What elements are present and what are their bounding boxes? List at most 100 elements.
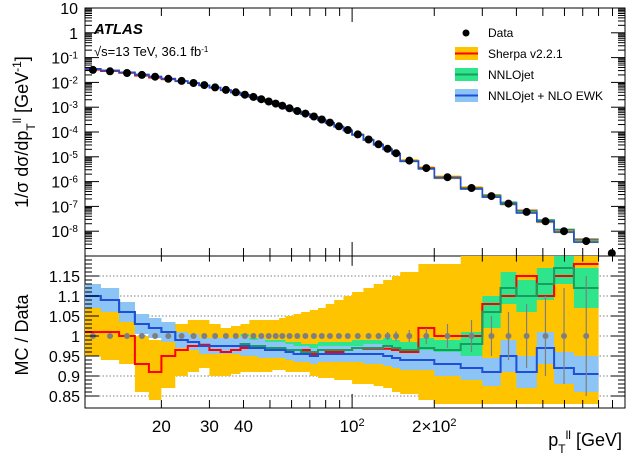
ratio-data-point-15 xyxy=(265,333,272,339)
ratio-data-point-7 xyxy=(190,333,197,339)
ratio-data-point-37 xyxy=(523,333,530,339)
main-data-point-37 xyxy=(522,207,531,216)
ratio-ytick-label-0: 1.15 xyxy=(49,269,80,286)
legend-item-sherpa: Sherpa v2.2.1 xyxy=(455,47,563,61)
main-data-point-31 xyxy=(405,156,414,165)
legend: Data Sherpa v2.2.1 NNLOjet NNLOjet + NLO… xyxy=(455,26,603,103)
ratio-data-point-8 xyxy=(201,333,208,339)
ratio-data-point-34 xyxy=(468,333,475,339)
ratio-data-point-29 xyxy=(384,333,391,339)
ratio-ytick-label-4: 0.95 xyxy=(49,349,80,366)
ratio-data-point-33 xyxy=(444,333,451,339)
ratio-data-point-3 xyxy=(138,333,145,339)
ratio-xtick-label-1: 30 xyxy=(200,417,219,436)
ratio-data-point-14 xyxy=(258,333,265,339)
legend-item-nnlojet: NNLOjet xyxy=(455,68,535,82)
ratio-xtick-label-2: 40 xyxy=(234,417,253,436)
legend-item-data: Data xyxy=(462,26,514,40)
main-data-point-40 xyxy=(582,237,591,246)
main-data-point-19 xyxy=(293,107,302,115)
ratio-data-point-11 xyxy=(232,333,239,339)
main-ytick-label-7: 10-6 xyxy=(51,174,78,192)
main-data-point-34 xyxy=(467,184,476,192)
main-data-point-1 xyxy=(106,67,114,76)
ratio-data-point-21 xyxy=(310,333,317,339)
ratio-data-point-30 xyxy=(393,333,400,339)
ratio-ytick-label-6: 0.85 xyxy=(49,389,80,406)
main-data-point-39 xyxy=(560,227,568,236)
main-data-point-36 xyxy=(504,199,513,208)
ratio-lines xyxy=(85,263,599,375)
main-ytick-label-1: 1 xyxy=(69,26,78,43)
main-data-point-16 xyxy=(271,99,280,108)
ratio-line-nnlojet-ewk xyxy=(85,295,599,375)
main-ytick-label-2: 10-1 xyxy=(51,50,78,68)
ratio-data-point-25 xyxy=(344,333,351,339)
main-data-point-12 xyxy=(240,90,249,99)
ratio-data-point-18 xyxy=(286,333,293,339)
main-data-point-7 xyxy=(189,79,198,87)
main-data-point-6 xyxy=(177,76,186,85)
x-axis-label: pTll [GeV] xyxy=(548,428,622,456)
energy-lumi-label: √s=13 TeV, 36.1 fb-1 xyxy=(94,44,209,59)
ratio-ytick-label-1: 1.1 xyxy=(58,289,80,306)
main-data-point-10 xyxy=(221,85,230,94)
ratio-data-point-6 xyxy=(178,333,185,339)
main-data-point-38 xyxy=(541,217,550,226)
main-panel: 10 1 10-1 10-2 10-3 10-4 10-5 10-6 10-7 10-8 1/σ … xyxy=(10,1,626,258)
main-data-point-18 xyxy=(285,104,294,113)
legend-item-nnlojet-ewk: NNLOjet + NLO EWK xyxy=(455,89,603,103)
main-data-point-25 xyxy=(343,126,352,134)
ratio-xtick-label-0: 20 xyxy=(152,417,171,436)
ratio-data-point-40 xyxy=(583,333,590,339)
main-ytick-label-6: 10-5 xyxy=(51,149,78,167)
main-ytick-label-8: 10-7 xyxy=(51,199,78,217)
main-y-ticks xyxy=(85,7,625,257)
ratio-data-point-36 xyxy=(505,333,512,339)
ratio-xtick-label-3: 102 xyxy=(340,417,365,436)
ratio-y-axis-label: MC / Data xyxy=(12,294,32,376)
main-data-point-4 xyxy=(151,72,160,81)
main-ytick-label-0: 10 xyxy=(60,1,78,18)
ratio-data-point-22 xyxy=(318,333,325,339)
main-data-point-27 xyxy=(364,135,373,144)
ratio-y-ticks xyxy=(85,255,625,397)
main-y-axis-label: 1/σ dσ/dpTll [GeV-1] xyxy=(10,56,38,208)
ratio-data-point-35 xyxy=(488,333,495,339)
ratio-data-point-28 xyxy=(375,333,382,339)
ratio-data-point-1 xyxy=(107,333,113,339)
legend-data-label: Data xyxy=(488,26,514,40)
ratio-y-tick-labels: 1.15 1.1 1.05 1 0.95 0.9 0.85 xyxy=(49,269,80,406)
legend-data-marker xyxy=(462,29,470,37)
main-data-point-13 xyxy=(249,92,258,101)
ratio-data-point-16 xyxy=(272,333,279,339)
main-data-point-23 xyxy=(325,118,334,127)
ratio-data-point-5 xyxy=(165,333,172,339)
ratio-ytick-label-3: 1 xyxy=(71,329,80,346)
legend-sherpa-label: Sherpa v2.2.1 xyxy=(488,47,563,61)
main-ytick-label-5: 10-4 xyxy=(51,125,78,143)
main-data-point-26 xyxy=(353,130,362,139)
main-data-point-17 xyxy=(278,101,287,110)
ratio-data-point-27 xyxy=(365,333,372,339)
main-data-point-29 xyxy=(383,144,392,153)
main-data-point-30 xyxy=(392,149,401,158)
ratio-data-point-19 xyxy=(294,333,301,339)
main-data-point-35 xyxy=(487,192,496,201)
main-data-point-32 xyxy=(422,164,431,173)
ratio-ytick-label-2: 1.05 xyxy=(49,309,80,326)
ratio-data-point-20 xyxy=(302,333,309,339)
main-data-point-14 xyxy=(257,95,266,104)
ratio-panel: 1.15 1.1 1.05 1 0.95 0.9 0.85 20 30 40 102 2×102 M… xyxy=(12,255,626,456)
main-data-point-8 xyxy=(200,81,209,90)
legend-ewk-label: NNLOjet + NLO EWK xyxy=(488,89,603,103)
legend-nnlojet-label: NNLOjet xyxy=(488,68,535,82)
ratio-data-point-23 xyxy=(326,333,333,339)
main-data-point-9 xyxy=(211,83,220,92)
ratio-data-point-24 xyxy=(335,333,342,339)
main-data-point-22 xyxy=(317,115,326,124)
main-ytick-label-3: 10-2 xyxy=(51,75,78,93)
main-data-point-20 xyxy=(301,109,310,118)
main-x-ticks xyxy=(160,8,626,256)
